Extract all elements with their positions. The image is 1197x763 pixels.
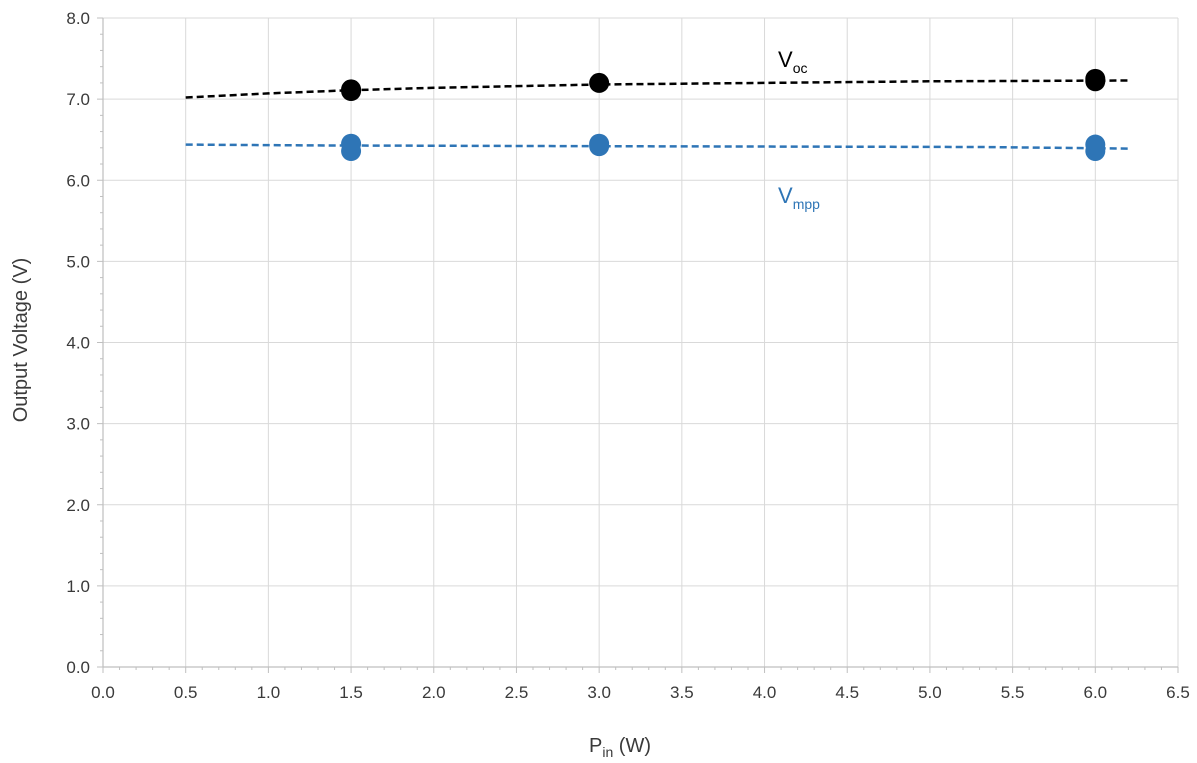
x-axis-title-unit: (W) bbox=[613, 735, 651, 757]
x-tick-label: 3.0 bbox=[587, 683, 611, 702]
points-layer bbox=[341, 68, 1106, 162]
x-tick-label: 5.0 bbox=[918, 683, 942, 702]
x-tick-label: 4.0 bbox=[753, 683, 777, 702]
y-tick-label: 1.0 bbox=[66, 577, 90, 596]
series-label-vmpp-sub: mpp bbox=[793, 196, 820, 212]
tick-label-layer: 0.0 0.5 1.0 1.5 2.0 2.5 3.0 3.5 4.0 4.5 5.0 5.5 6.0 6… bbox=[66, 9, 1189, 702]
x-tick-label: 0.5 bbox=[174, 683, 198, 702]
x-tick-label: 2.5 bbox=[505, 683, 529, 702]
y-axis-title: Output Voltage (V) bbox=[10, 258, 32, 423]
series-voc-trendline bbox=[185, 79, 1129, 99]
x-tick-label: 2.0 bbox=[422, 683, 446, 702]
x-tick-label: 0.0 bbox=[91, 683, 115, 702]
x-tick-label: 4.5 bbox=[835, 683, 859, 702]
series-label-voc-main: V bbox=[778, 47, 793, 72]
series-voc-point bbox=[589, 72, 610, 93]
axes-layer bbox=[97, 17, 1179, 673]
series-vmpp-point bbox=[589, 133, 610, 154]
series-vmpp-trendline bbox=[185, 143, 1129, 150]
y-tick-label: 5.0 bbox=[66, 252, 90, 271]
x-tick-label: 3.5 bbox=[670, 683, 694, 702]
x-tick-label: 1.5 bbox=[339, 683, 363, 702]
series-label-vmpp: Vmpp bbox=[778, 183, 820, 212]
x-axis-title: Pin (W) bbox=[589, 735, 651, 760]
grid-layer bbox=[103, 17, 1179, 667]
y-tick-label: 6.0 bbox=[66, 171, 90, 190]
trend-layer bbox=[185, 79, 1129, 150]
x-tick-label: 6.0 bbox=[1083, 683, 1107, 702]
series-label-vmpp-main: V bbox=[778, 183, 793, 208]
y-tick-label: 0.0 bbox=[66, 658, 90, 677]
series-label-voc: Voc bbox=[778, 47, 807, 76]
x-tick-label: 1.0 bbox=[257, 683, 281, 702]
x-tick-label: 6.5 bbox=[1166, 683, 1190, 702]
y-tick-label: 4.0 bbox=[66, 334, 90, 353]
series-vmpp-point bbox=[1085, 134, 1106, 155]
y-tick-label: 3.0 bbox=[66, 415, 90, 434]
y-tick-label: 8.0 bbox=[66, 9, 90, 28]
series-voc-point bbox=[341, 79, 362, 100]
x-axis-title-sub: in bbox=[602, 744, 613, 760]
y-tick-label: 7.0 bbox=[66, 90, 90, 109]
x-tick-label: 5.5 bbox=[1001, 683, 1025, 702]
series-voc-point bbox=[1085, 68, 1106, 89]
y-tick-label: 2.0 bbox=[66, 496, 90, 515]
series-vmpp-point bbox=[341, 133, 362, 154]
series-label-voc-sub: oc bbox=[793, 60, 808, 76]
x-axis-title-main: P bbox=[589, 735, 602, 757]
